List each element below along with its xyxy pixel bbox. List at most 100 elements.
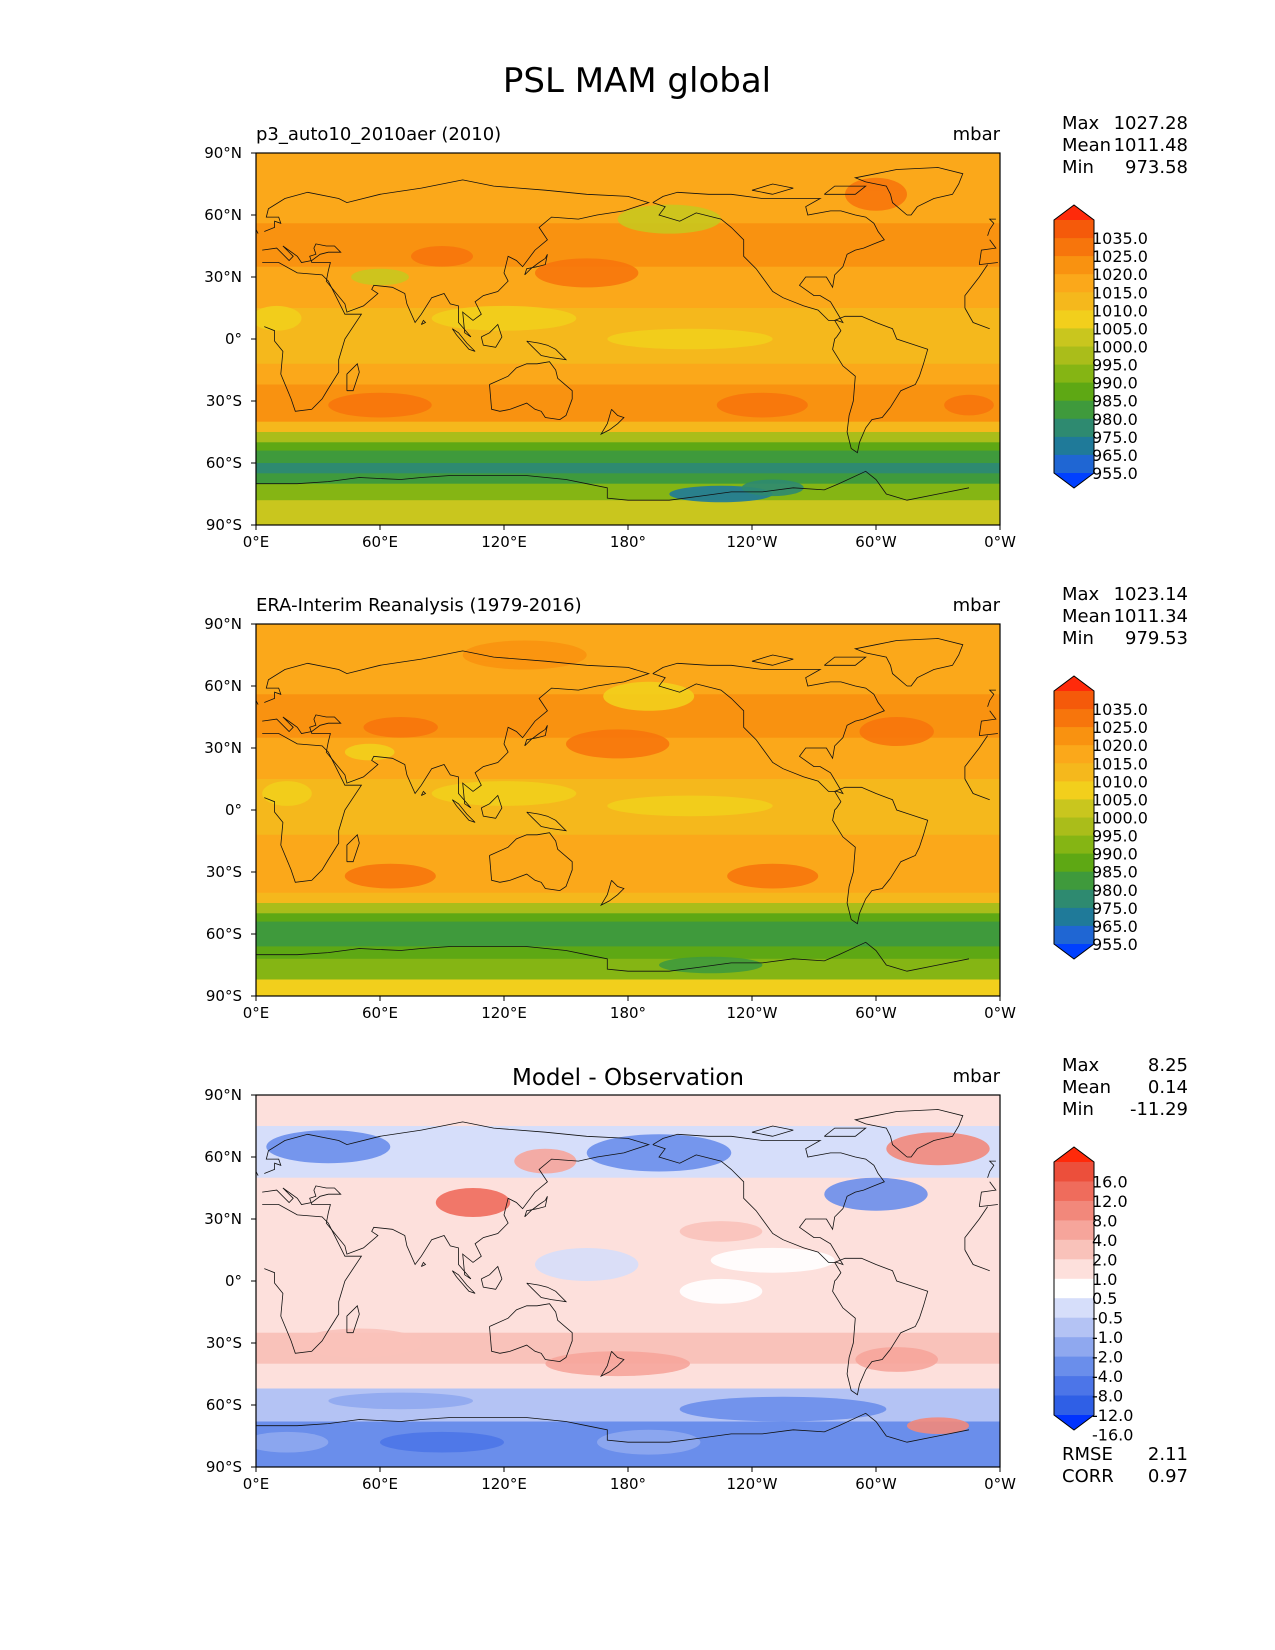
coastline [600, 409, 625, 436]
field [256, 624, 1000, 996]
y-tick-label: 90°N [204, 1086, 242, 1104]
metric-value: 0.97 [1148, 1466, 1188, 1487]
x-tick-label: 60°E [362, 1475, 398, 1493]
coastline [420, 790, 427, 796]
field-band [256, 921, 1000, 935]
colorbar-tick-label: 1035.0 [1092, 229, 1148, 248]
field-band [256, 500, 1000, 525]
field-band [256, 421, 1000, 433]
field-band [256, 913, 1000, 923]
coastline [524, 725, 548, 747]
colorbar-tick-label: 995.0 [1092, 356, 1138, 375]
coastline [526, 811, 568, 832]
field-region [607, 328, 773, 350]
y-tick-label: 90°N [204, 144, 242, 162]
colorbar-tick-label: 1020.0 [1092, 265, 1148, 284]
field-band [256, 483, 1000, 501]
coastline [346, 834, 360, 863]
coastline [480, 323, 503, 348]
colorbar-tick-label: 985.0 [1092, 392, 1138, 411]
coastline [524, 1196, 548, 1218]
field-region [328, 1392, 474, 1410]
colorbar-tick-label: 1025.0 [1092, 247, 1148, 266]
field-region [344, 743, 395, 761]
colorbar-outline [1053, 1146, 1095, 1431]
colorbar-segment [1054, 310, 1094, 329]
colorbar-tick-label: 4.0 [1092, 1231, 1117, 1250]
x-tick-label: 0°E [243, 1004, 270, 1022]
colorbar-tick-label: 985.0 [1092, 863, 1138, 882]
colorbar-segment [1054, 364, 1094, 384]
colorbar-segment [1054, 1356, 1094, 1377]
coastline [451, 799, 476, 823]
field-region [607, 795, 773, 817]
colorbar-segment [1054, 436, 1094, 456]
field-region [617, 204, 721, 234]
coastline [853, 1109, 964, 1158]
colorbar-segment [1054, 763, 1094, 782]
colorbar-segment [1054, 1298, 1094, 1319]
colorbar-tick-label: 1010.0 [1092, 301, 1148, 320]
panel-observation: ERA-Interim Reanalysis (1979-2016) mbar 0°… [204, 584, 1188, 1022]
y-tick-label: 30°N [204, 1210, 242, 1228]
coastline [824, 656, 867, 666]
metric-label: CORR [1062, 1466, 1114, 1487]
field-band [256, 473, 1000, 485]
x-tick-label: 120°W [727, 1475, 778, 1493]
y-tick-label: 90°S [206, 987, 242, 1005]
y-tick-label: 60°N [204, 206, 242, 224]
colorbar-tick-label: 1005.0 [1092, 319, 1148, 338]
colorbar-segment [1054, 382, 1094, 402]
y-tick-label: 90°S [206, 516, 242, 534]
colorbar-tick-label: 1000.0 [1092, 338, 1148, 357]
coastline [346, 363, 360, 392]
colorbar-tick-label: 1035.0 [1092, 700, 1148, 719]
field-band [256, 624, 1000, 662]
coastline [652, 1133, 885, 1266]
field-band [256, 979, 1000, 996]
field-band [256, 958, 1000, 981]
colorbar-segment [1054, 835, 1094, 855]
stat-value: -11.29 [1130, 1099, 1188, 1120]
field-region [297, 1328, 422, 1358]
colorbar-extend-bottom [1054, 944, 1094, 959]
field-region [351, 268, 409, 286]
stat-label: Max [1062, 584, 1100, 605]
coastline [451, 1270, 476, 1294]
stat-value: 1023.14 [1114, 584, 1188, 605]
coastline [652, 191, 885, 324]
field-region [859, 717, 934, 746]
colorbar-tick-label: 1015.0 [1092, 754, 1148, 773]
y-tick-label: 30°S [206, 1334, 242, 1352]
coastline [262, 733, 363, 883]
coastline [832, 1257, 929, 1396]
coastline [964, 264, 988, 308]
coastline [853, 638, 964, 687]
x-tick-label: 180° [610, 1475, 646, 1493]
field-region [727, 863, 819, 889]
stat-label: Max [1062, 1055, 1100, 1076]
field [256, 153, 1000, 525]
field-region [710, 1247, 835, 1273]
colorbar-segment [1054, 1278, 1094, 1299]
x-tick-label: 60°E [362, 1004, 398, 1022]
colorbar-tick-label: 980.0 [1092, 410, 1138, 429]
colorbar-outline [1053, 675, 1095, 960]
field-band [256, 450, 1000, 464]
field-region [411, 245, 473, 267]
stat-label: Min [1062, 628, 1094, 649]
x-tick-label: 120°E [481, 1004, 527, 1022]
stat-label: Min [1062, 1099, 1094, 1120]
x-tick-label: 180° [610, 533, 646, 551]
colorbar-segment [1054, 220, 1094, 239]
x-tick-label: 120°W [727, 533, 778, 551]
field-region [535, 1248, 639, 1281]
colorbar-tick-label: 995.0 [1092, 827, 1138, 846]
colorbar-segment [1054, 1200, 1094, 1221]
panel-model: p3_auto10_2010aer (2010) mbar 0°E 60°E 120°E… [204, 113, 1188, 551]
field-region [344, 863, 436, 889]
colorbar-segment [1054, 454, 1094, 474]
colorbar-tick-label: 8.0 [1092, 1211, 1117, 1230]
panel-subtitle: ERA-Interim Reanalysis (1979-2016) [256, 595, 582, 616]
colorbar-tick-label: -1.0 [1092, 1328, 1123, 1347]
